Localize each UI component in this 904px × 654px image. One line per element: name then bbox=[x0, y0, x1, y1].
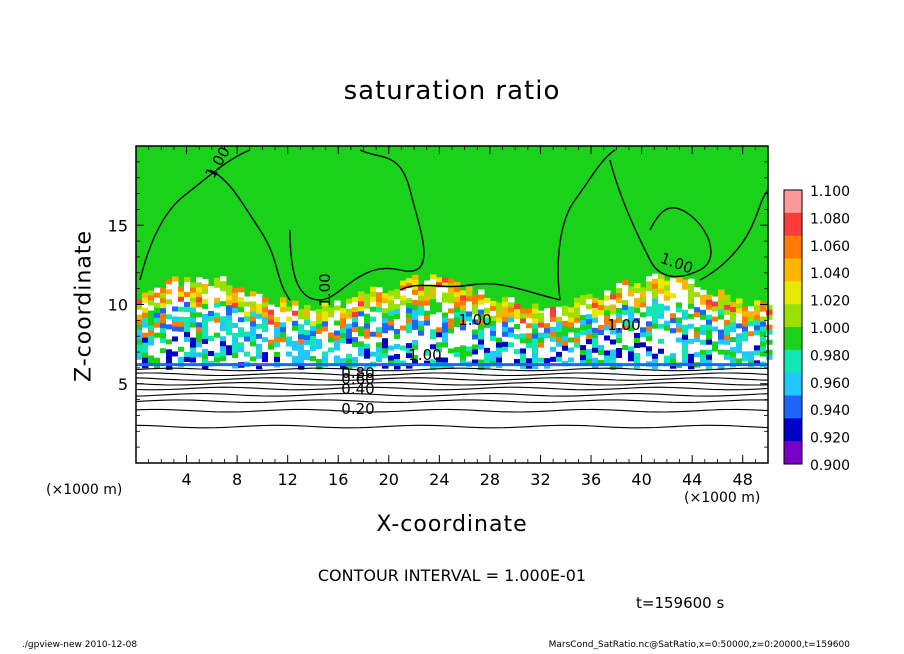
x-tick-label: 4 bbox=[181, 470, 191, 489]
y-tick-label: 15 bbox=[108, 216, 128, 235]
contour-line bbox=[135, 399, 769, 403]
footer-left: ./gpview-new 2010-12-08 bbox=[22, 640, 138, 650]
x-unit-label-left: (×1000 m) bbox=[46, 482, 123, 498]
contour-label: 0.80 bbox=[341, 364, 374, 382]
colorbar-label: 0.900 bbox=[810, 458, 850, 474]
chart-title: saturation ratio bbox=[343, 76, 561, 106]
x-unit-label-right: (×1000 m) bbox=[684, 490, 761, 506]
colorbar-swatch bbox=[784, 441, 802, 465]
colorbar-label: 1.020 bbox=[810, 294, 850, 310]
colorbar-label: 1.000 bbox=[810, 321, 850, 337]
contour-label: 0.60 bbox=[341, 370, 374, 388]
colorbar-label: 1.100 bbox=[810, 184, 850, 200]
x-tick-label: 40 bbox=[631, 470, 651, 489]
contour-line bbox=[135, 372, 769, 377]
footer-right: MarsCond_SatRatio.nc@SatRatio,x=0:50000,… bbox=[548, 640, 850, 650]
contour-label: 0.20 bbox=[341, 400, 374, 418]
contour-line bbox=[135, 393, 769, 397]
y-axis: 5 10 15 bbox=[108, 161, 768, 448]
colorbar-swatch bbox=[784, 304, 802, 328]
x-tick-label: 8 bbox=[232, 470, 242, 489]
x-tick-label: 24 bbox=[429, 470, 449, 489]
colorbar-label: 0.960 bbox=[810, 376, 850, 392]
x-tick-label: 12 bbox=[278, 470, 298, 489]
colorbar-label: 1.040 bbox=[810, 266, 850, 282]
contour-line bbox=[609, 159, 712, 278]
colorbar-label: 0.920 bbox=[810, 431, 850, 447]
contour-line bbox=[557, 149, 616, 301]
colorbar: 1.100 1.080 1.060 1.040 1.020 1.000 0.980 0.960… bbox=[783, 184, 850, 474]
contour-label: 1.00 bbox=[408, 346, 441, 364]
colorbar-label: 0.940 bbox=[810, 403, 850, 419]
x-tick-label: 32 bbox=[530, 470, 550, 489]
contour-line bbox=[135, 408, 769, 413]
colorbar-swatch bbox=[784, 281, 802, 305]
colorbar-label: 0.980 bbox=[810, 348, 850, 364]
colorbar-label: 1.080 bbox=[810, 211, 850, 227]
contour-line bbox=[135, 381, 769, 386]
colorbar-frame bbox=[783, 189, 803, 465]
colorbar-swatch bbox=[784, 212, 802, 237]
colorbar-swatch bbox=[784, 327, 802, 351]
colorbar-swatch bbox=[784, 190, 802, 214]
contour-interval-label: CONTOUR INTERVAL = 1.000E-01 bbox=[317, 566, 587, 585]
contour-line bbox=[135, 377, 769, 381]
contour-line bbox=[135, 386, 769, 391]
contour-label: 0.40 bbox=[341, 380, 374, 398]
colorbar-swatch bbox=[784, 258, 802, 282]
contour-label: 1.00 bbox=[316, 273, 334, 306]
contour-line bbox=[135, 367, 769, 372]
x-axis: 4 8 12 16 20 24 28 32 36 40 44 48 bbox=[148, 146, 756, 489]
y-axis-label: Z-coordinate bbox=[71, 230, 97, 382]
contour-line bbox=[699, 189, 769, 281]
x-axis-label: X-coordinate bbox=[376, 512, 528, 537]
x-tick-label: 28 bbox=[480, 470, 500, 489]
colorbar-swatch bbox=[784, 235, 802, 259]
x-tick-label: 36 bbox=[581, 470, 601, 489]
contour-label: 1.00 bbox=[458, 311, 491, 329]
contour-line bbox=[209, 169, 291, 301]
x-tick-label: 20 bbox=[379, 470, 399, 489]
contour-line bbox=[135, 424, 769, 429]
colorbar-swatch bbox=[784, 418, 802, 442]
y-tick-label: 10 bbox=[108, 296, 128, 315]
x-tick-label: 16 bbox=[328, 470, 348, 489]
contour-line bbox=[139, 149, 251, 281]
colorbar-swatch bbox=[784, 395, 802, 419]
base-line-blue bbox=[136, 363, 768, 367]
contour-line bbox=[289, 149, 425, 301]
x-tick-label: 44 bbox=[682, 470, 702, 489]
plot-area: 1.001.001.001.001.001.000.800.600.400.20 bbox=[135, 144, 773, 464]
x-tick-label: 48 bbox=[733, 470, 753, 489]
contour-line bbox=[399, 282, 561, 301]
y-tick-label: 5 bbox=[118, 375, 128, 394]
time-label: t=159600 s bbox=[636, 594, 725, 612]
colorbar-swatch bbox=[784, 349, 802, 374]
contour-label: 1.00 bbox=[607, 316, 640, 334]
colorbar-label: 1.060 bbox=[810, 239, 850, 255]
colorbar-swatch bbox=[784, 372, 802, 396]
